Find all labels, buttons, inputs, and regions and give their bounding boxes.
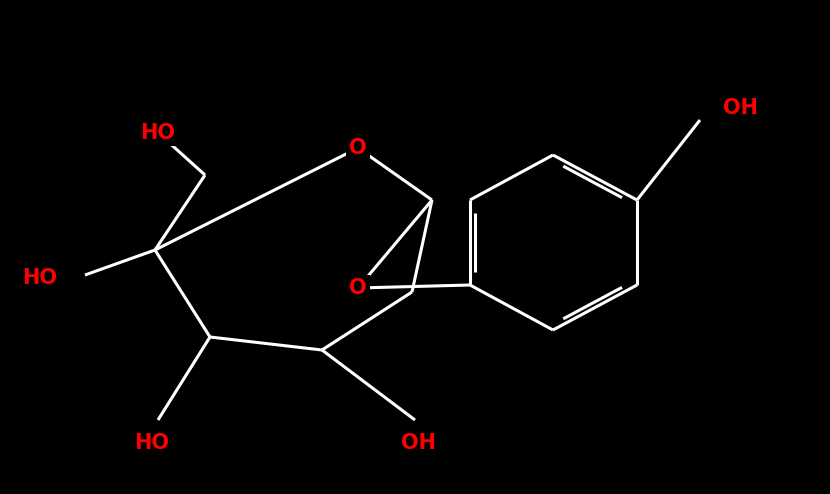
Text: OH: OH xyxy=(723,98,758,118)
Text: HO: HO xyxy=(22,268,57,288)
Text: OH: OH xyxy=(401,433,436,453)
Text: HO: HO xyxy=(134,433,169,453)
Text: O: O xyxy=(349,278,367,298)
Text: O: O xyxy=(349,138,367,158)
Text: HO: HO xyxy=(140,123,175,143)
